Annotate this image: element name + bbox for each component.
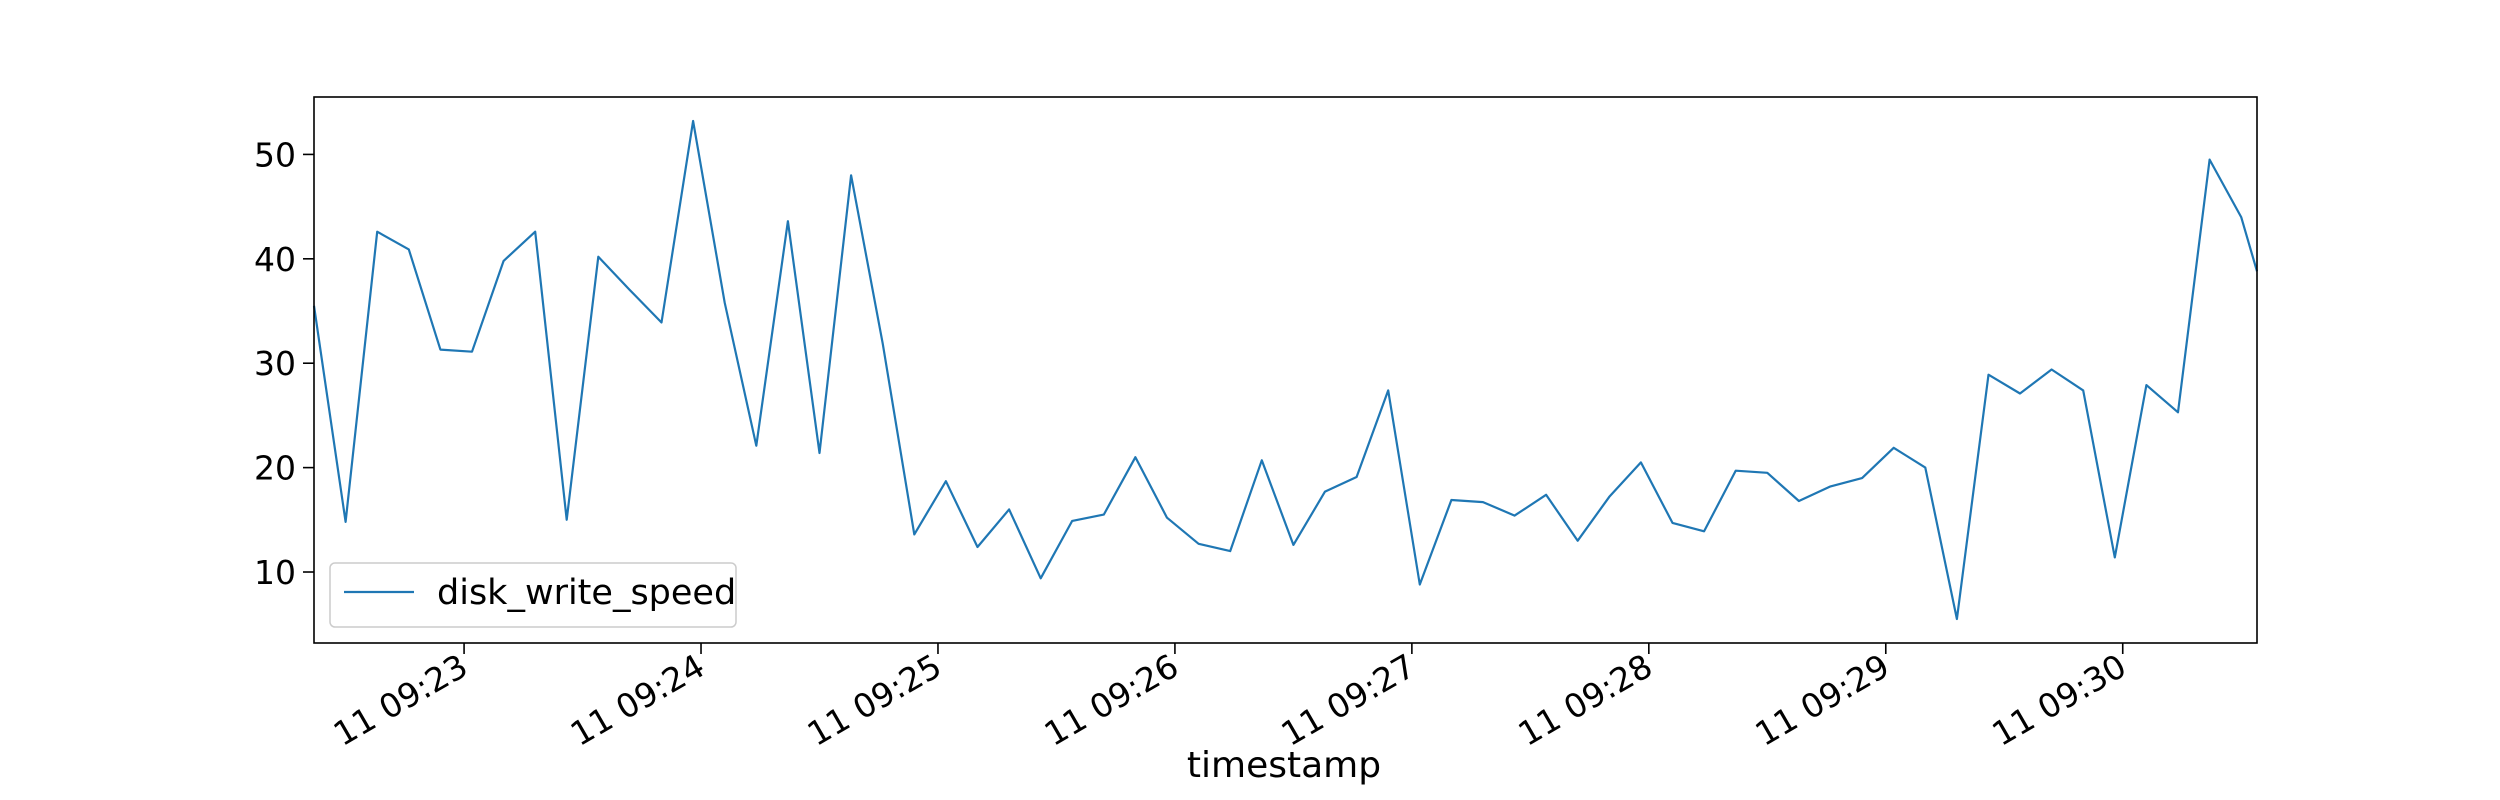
y-tick-label: 50	[254, 135, 296, 174]
x-tick-label: 11 09:23	[327, 646, 474, 754]
x-axis-ticks: 11 09:23 11 09:24 11 09:25 11 09:26 11 09:27…	[327, 643, 2133, 754]
x-tick-label: 11 09:29	[1748, 646, 1895, 754]
y-tick-label: 10	[254, 553, 296, 592]
x-axis-title: timestamp	[1187, 745, 1381, 786]
series-line-disk-write-speed	[312, 119, 2259, 621]
y-axis-ticks: 10 20 30 40 50	[254, 135, 314, 592]
y-tick-label: 30	[254, 344, 296, 383]
y-tick-label: 20	[254, 449, 296, 488]
legend-box	[329, 562, 737, 628]
plot-area-frame	[313, 96, 2258, 644]
x-tick-label: 11 09:24	[564, 646, 711, 754]
x-tick-label: 11 09:26	[1038, 646, 1185, 754]
x-tick-label: 11 09:28	[1512, 646, 1659, 754]
legend-label-disk-write-speed: disk_write_speed	[437, 573, 736, 613]
x-tick-label: 11 09:30	[1985, 646, 2132, 754]
x-tick-label: 11 09:25	[801, 646, 948, 754]
legend: disk_write_speed	[329, 562, 737, 628]
x-tick-label: 11 09:27	[1275, 646, 1422, 754]
y-tick-label: 40	[254, 240, 296, 279]
